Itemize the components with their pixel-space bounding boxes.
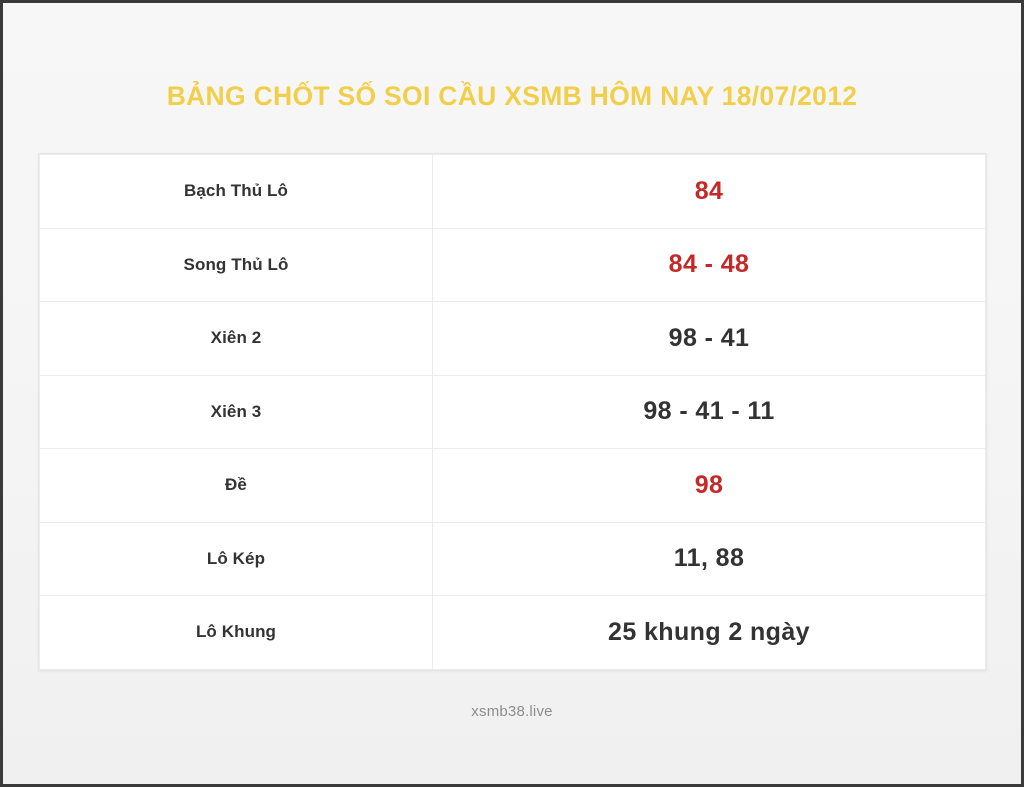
table-cell-label: Bạch Thủ Lô xyxy=(39,154,433,229)
table-cell-value: 98 - 41 - 11 xyxy=(432,374,986,449)
row-label: Song Thủ Lô xyxy=(183,254,289,274)
row-value: 25 khung 2 ngày xyxy=(608,617,810,646)
table-cell-value: 98 - 41 xyxy=(432,301,986,376)
table-row: Song Thủ Lô 84 - 48 xyxy=(39,227,986,302)
row-value: 11, 88 xyxy=(673,544,745,573)
footer-container: xsmb38.live xyxy=(3,703,1021,721)
row-value: 98 - 41 - 11 xyxy=(643,397,775,426)
table-cell-value: 84 - 48 xyxy=(432,227,986,302)
row-label: Bạch Thủ Lô xyxy=(183,181,289,201)
table-cell-label: Xiên 3 xyxy=(39,374,433,449)
row-label: Xiên 3 xyxy=(210,401,262,421)
table-cell-label: Song Thủ Lô xyxy=(39,227,433,302)
table-cell-value: 11, 88 xyxy=(432,521,986,596)
page-frame: BẢNG CHỐT SỐ SOI CẦU XSMB HÔM NAY 18/07/… xyxy=(3,3,1021,784)
row-value: 84 - 48 xyxy=(668,250,750,279)
table-cell-label: Lô Kép xyxy=(39,521,433,596)
table-row: Lô Kép 11, 88 xyxy=(39,521,986,596)
page-title: BẢNG CHỐT SỐ SOI CẦU XSMB HÔM NAY 18/07/… xyxy=(166,81,858,111)
table-row: Lô Khung 25 khung 2 ngày xyxy=(39,595,986,670)
table-row: Đề 98 xyxy=(39,448,986,523)
soi-cau-table-card: Bạch Thủ Lô 84 Song Thủ Lô 84 - 48 xyxy=(38,153,987,671)
row-label: Xiên 2 xyxy=(210,328,262,348)
table-cell-label: Lô Khung xyxy=(39,595,433,670)
table-cell-label: Xiên 2 xyxy=(39,301,433,376)
table-row: Bạch Thủ Lô 84 xyxy=(39,154,986,229)
table-body: Bạch Thủ Lô 84 Song Thủ Lô 84 - 48 xyxy=(39,154,986,670)
table-cell-value: 84 xyxy=(432,154,986,229)
page-title-container: BẢNG CHỐT SỐ SOI CẦU XSMB HÔM NAY 18/07/… xyxy=(3,81,1021,112)
soi-cau-table: Bạch Thủ Lô 84 Song Thủ Lô 84 - 48 xyxy=(39,154,986,670)
row-label: Đề xyxy=(225,475,247,495)
site-watermark: xsmb38.live xyxy=(471,703,553,720)
row-label: Lô Kép xyxy=(206,548,266,568)
table-row: Xiên 3 98 - 41 - 11 xyxy=(39,374,986,449)
table-cell-value: 25 khung 2 ngày xyxy=(432,595,986,670)
table-cell-value: 98 xyxy=(432,448,986,523)
table-row: Xiên 2 98 - 41 xyxy=(39,301,986,376)
row-value: 84 xyxy=(694,176,724,205)
row-value: 98 xyxy=(694,470,724,499)
page-background: BẢNG CHỐT SỐ SOI CẦU XSMB HÔM NAY 18/07/… xyxy=(3,3,1021,784)
row-value: 98 - 41 xyxy=(668,323,750,352)
row-label: Lô Khung xyxy=(195,622,277,642)
table-cell-label: Đề xyxy=(39,448,433,523)
